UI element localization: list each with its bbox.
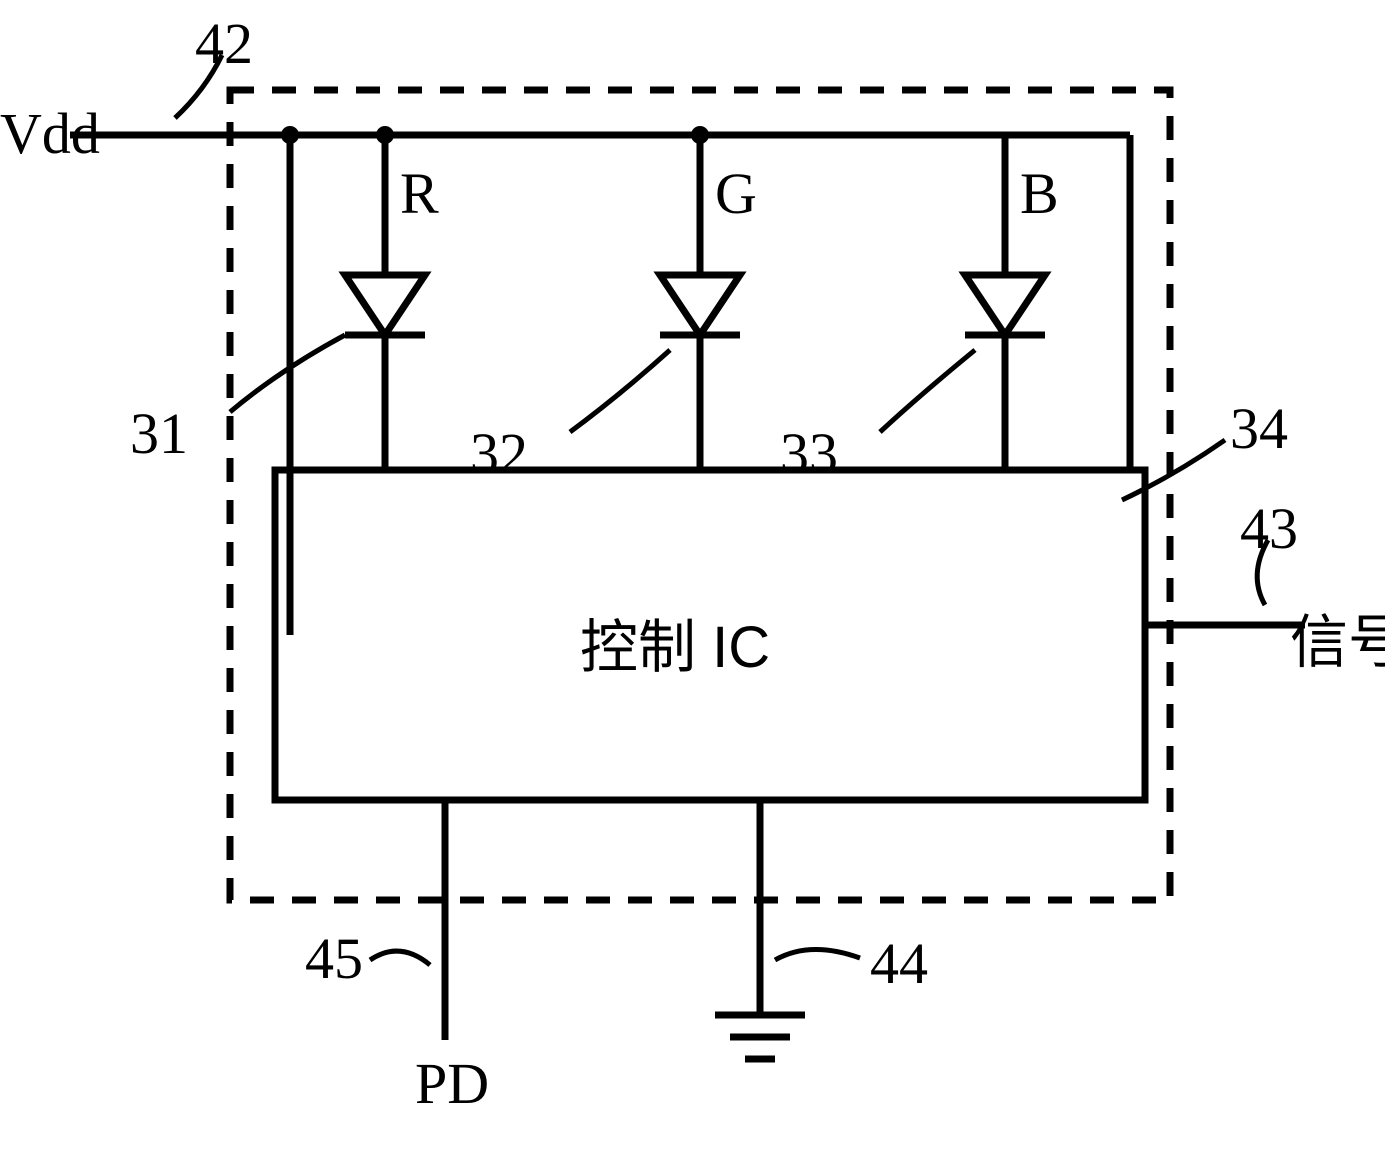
- ref-34: 34: [1230, 395, 1288, 462]
- ref-45: 45: [305, 925, 363, 992]
- label-B: B: [1020, 160, 1059, 227]
- label-vdd: Vdd: [0, 100, 100, 167]
- ref-31: 31: [130, 400, 188, 467]
- ref-43: 43: [1240, 495, 1298, 562]
- label-ic: 控制 IC: [580, 600, 770, 684]
- ref-44: 44: [870, 930, 928, 997]
- ref-42: 42: [195, 10, 253, 77]
- label-signal: 信号: [1290, 595, 1385, 679]
- circuit-canvas: Vdd R G B 控制 IC 信号 PD 42 31 32 33 34 43 …: [0, 0, 1385, 1155]
- label-G: G: [715, 160, 757, 227]
- label-pd: PD: [415, 1050, 489, 1117]
- ref-32: 32: [470, 420, 528, 487]
- ref-33: 33: [780, 420, 838, 487]
- circuit-svg: [0, 0, 1385, 1155]
- label-R: R: [400, 160, 439, 227]
